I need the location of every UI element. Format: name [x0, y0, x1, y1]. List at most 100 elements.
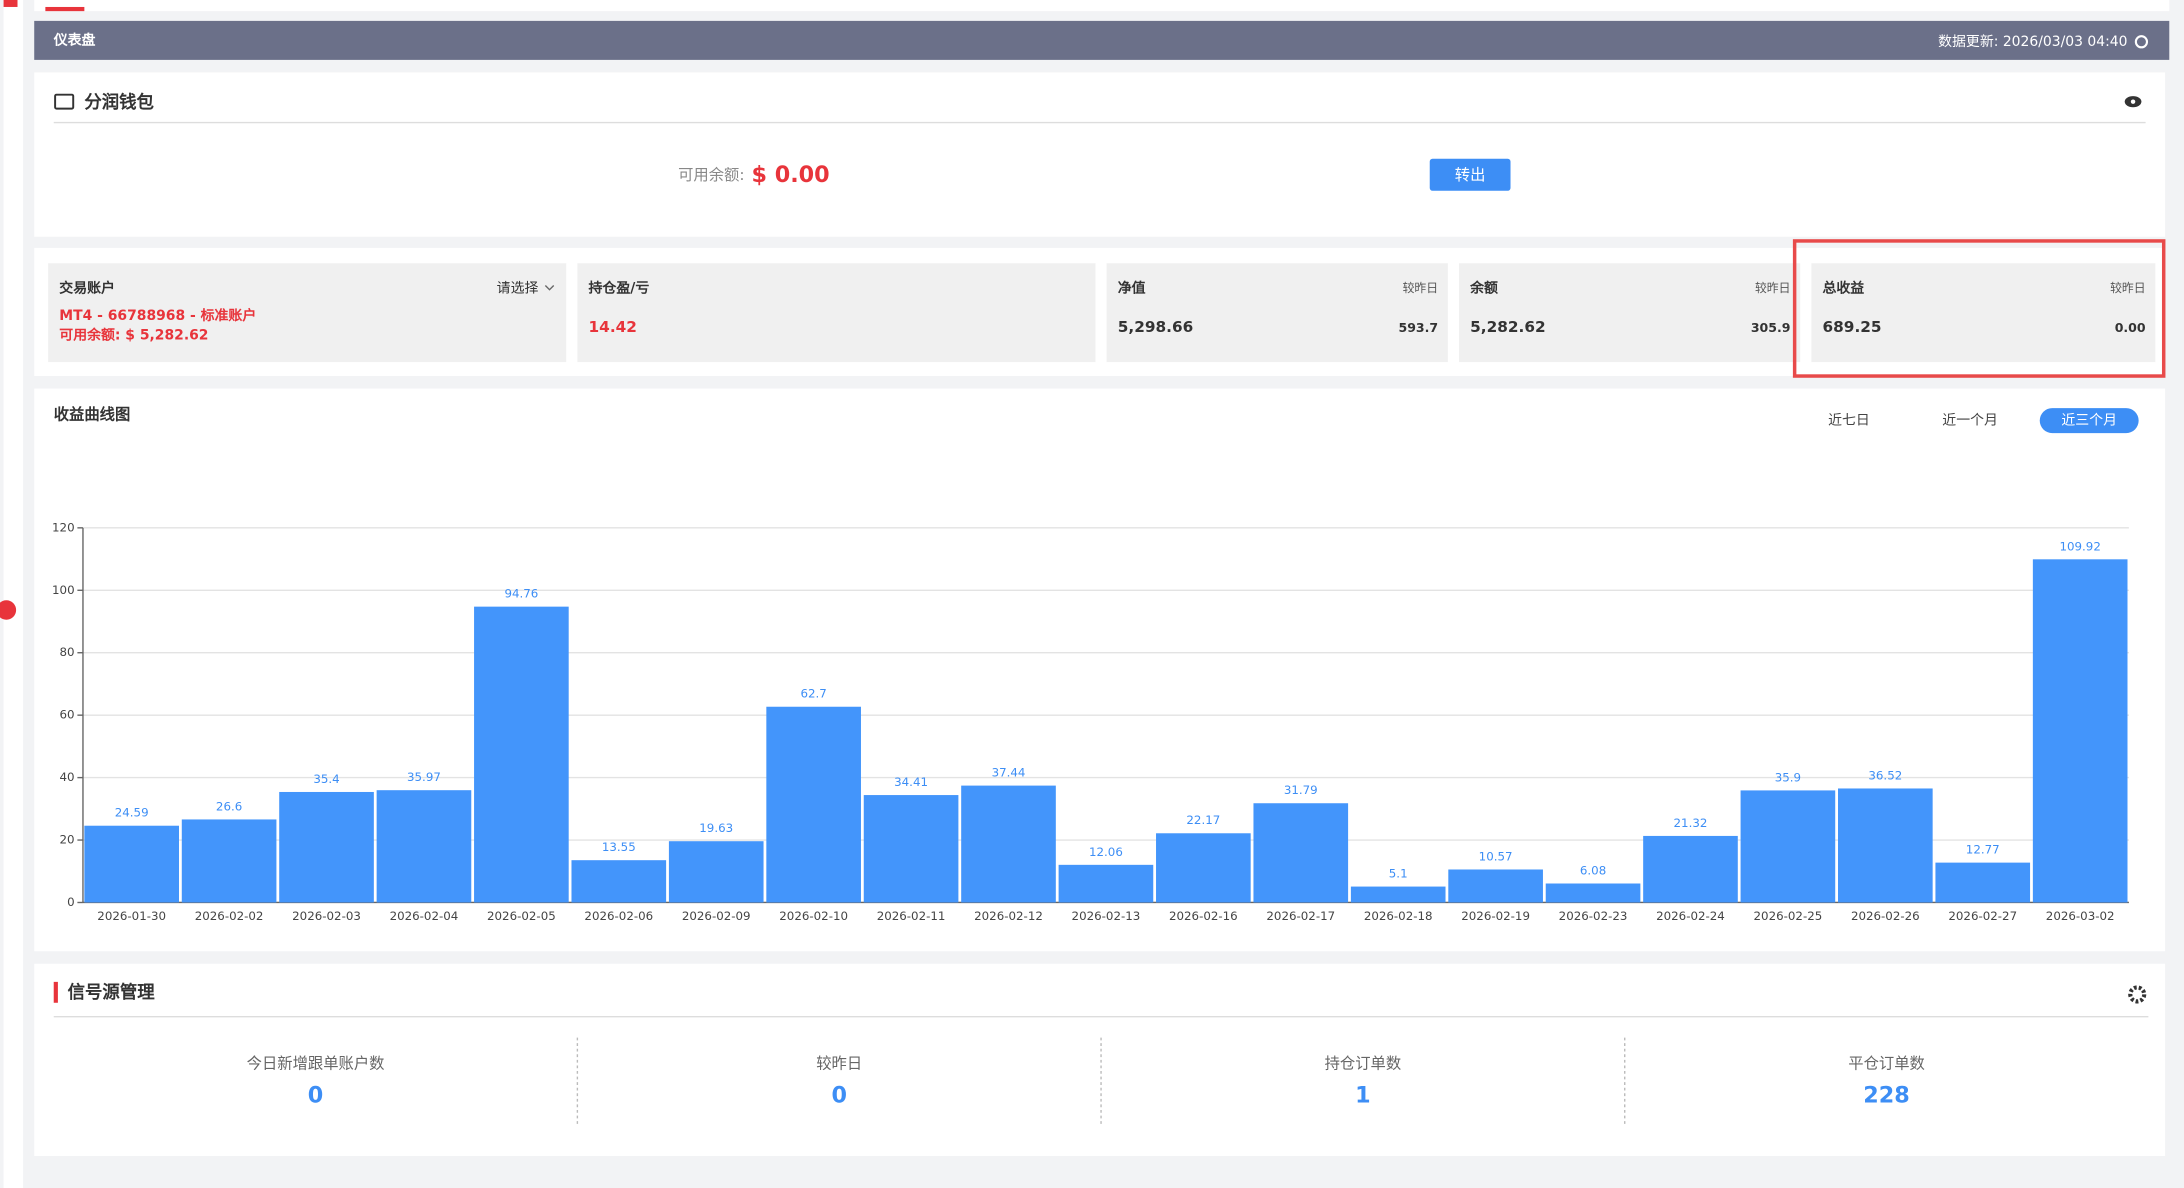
x-tick-label: 2026-02-05	[487, 909, 556, 923]
value-label: 26.6	[216, 799, 242, 813]
eye-pupil	[2131, 99, 2135, 103]
x-tick-label: 2026-02-13	[1072, 909, 1141, 923]
value-label: 35.97	[407, 770, 441, 784]
metric-change: 0.00	[2115, 320, 2146, 335]
y-tick-label: 100	[52, 583, 75, 597]
x-tick-label: 2026-02-12	[974, 909, 1043, 923]
account-balance: 可用余额: $ 5,282.62	[59, 327, 208, 344]
bar	[864, 795, 959, 902]
signal-value: 1	[1355, 1083, 1371, 1109]
metric-value: 5,298.66	[1118, 318, 1194, 336]
account-select[interactable]: 请选择	[497, 280, 539, 296]
transfer-button-label[interactable]: 转出	[1455, 166, 1486, 184]
metric-compare: 较昨日	[1403, 281, 1438, 295]
x-tick-label: 2026-02-27	[1948, 909, 2017, 923]
metric-box	[1107, 263, 1448, 362]
x-tick-label: 2026-02-24	[1656, 909, 1725, 923]
value-label: 35.4	[313, 772, 339, 786]
x-tick-label: 2026-02-26	[1851, 909, 1920, 923]
value-label: 12.77	[1966, 843, 2000, 857]
balance-value: $ 0.00	[751, 162, 829, 188]
value-label: 21.32	[1674, 816, 1708, 830]
x-tick-label: 2026-02-09	[682, 909, 751, 923]
x-tick-label: 2026-02-06	[584, 909, 653, 923]
bar	[1643, 836, 1738, 903]
section-marker	[54, 982, 58, 1003]
bar	[84, 826, 179, 903]
value-label: 62.7	[800, 687, 826, 701]
bar	[182, 819, 277, 902]
value-label: 13.55	[602, 840, 636, 854]
bar	[1935, 863, 2030, 903]
bar	[571, 860, 666, 902]
x-tick-label: 2026-02-25	[1754, 909, 1823, 923]
value-label: 12.06	[1089, 845, 1123, 859]
value-label: 109.92	[2059, 539, 2100, 553]
update-time: 数据更新: 2026/03/03 04:40	[1938, 34, 2127, 50]
signal-label: 持仓订单数	[1325, 1055, 1402, 1073]
position-box	[577, 263, 1095, 362]
y-tick-label: 80	[60, 645, 75, 659]
bar	[1351, 887, 1446, 903]
range-button-label[interactable]: 近一个月	[1942, 413, 1998, 429]
position-value: 14.42	[589, 318, 637, 336]
bar	[279, 792, 374, 903]
value-label: 6.08	[1580, 863, 1606, 877]
x-tick-label: 2026-02-17	[1266, 909, 1335, 923]
signal-label: 今日新增跟单账户数	[247, 1055, 385, 1073]
metric-change: 593.7	[1399, 320, 1439, 335]
value-label: 22.17	[1186, 813, 1220, 827]
chart-title: 收益曲线图	[54, 406, 131, 424]
header-bar	[34, 21, 2169, 60]
tab-strip	[34, 0, 2169, 11]
bar	[1838, 788, 1933, 902]
bar	[766, 707, 861, 903]
x-tick-label: 2026-02-23	[1559, 909, 1628, 923]
y-tick-label: 20	[60, 833, 75, 847]
value-label: 10.57	[1479, 849, 1513, 863]
x-tick-label: 2026-03-02	[2046, 909, 2115, 923]
metric-title: 余额	[1469, 279, 1498, 296]
x-tick-label: 2026-02-19	[1461, 909, 1530, 923]
balance-label: 可用余额:	[678, 166, 744, 184]
metric-change: 305.9	[1751, 320, 1791, 335]
sidebar-marker	[4, 0, 18, 7]
value-label: 34.41	[894, 775, 928, 789]
metric-box	[1459, 263, 1800, 362]
x-tick-label: 2026-02-18	[1364, 909, 1433, 923]
bar	[669, 841, 764, 902]
signal-value: 0	[308, 1083, 324, 1109]
bar	[961, 786, 1056, 903]
x-tick-label: 2026-02-11	[877, 909, 946, 923]
value-label: 94.76	[504, 587, 538, 601]
y-tick-label: 40	[60, 770, 75, 784]
bar	[1741, 790, 1836, 902]
value-label: 5.1	[1389, 867, 1408, 881]
signals-title: 信号源管理	[68, 982, 156, 1003]
metric-value: 689.25	[1822, 318, 1881, 336]
y-tick-label: 120	[52, 520, 75, 534]
position-title: 持仓盈/亏	[589, 279, 650, 296]
bar	[2033, 559, 2128, 902]
range-button-label[interactable]: 近三个月	[2061, 413, 2117, 429]
bar	[1546, 884, 1641, 903]
x-tick-label: 2026-02-02	[195, 909, 264, 923]
y-tick-label: 0	[67, 895, 75, 909]
signal-value: 0	[831, 1083, 847, 1109]
value-label: 36.52	[1868, 768, 1902, 782]
bar	[1253, 803, 1348, 902]
x-tick-label: 2026-02-03	[292, 909, 361, 923]
x-tick-label: 2026-02-04	[390, 909, 459, 923]
value-label: 31.79	[1284, 783, 1318, 797]
active-tab[interactable]	[45, 7, 84, 11]
value-label: 19.63	[699, 821, 733, 835]
range-button-label[interactable]: 近七日	[1828, 413, 1870, 429]
bar	[1448, 869, 1543, 902]
value-label: 37.44	[992, 766, 1026, 780]
x-tick-label: 2026-01-30	[97, 909, 166, 923]
wallet-card	[34, 72, 2165, 236]
value-label: 24.59	[115, 806, 149, 820]
bar	[474, 607, 569, 903]
metric-compare: 较昨日	[1755, 281, 1791, 295]
